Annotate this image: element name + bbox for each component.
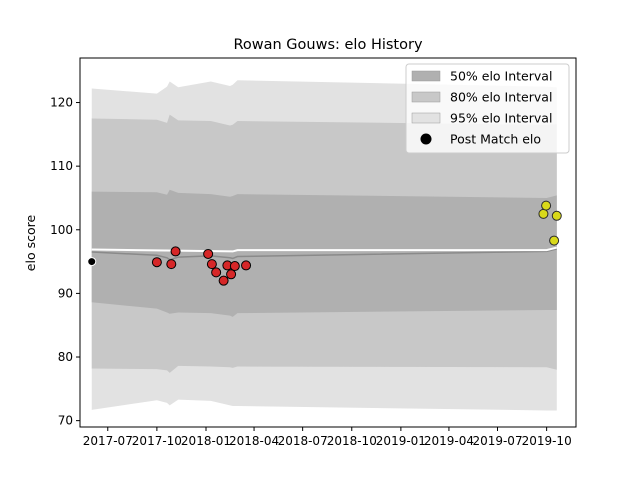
data-point (549, 235, 560, 246)
x-tick-label: 2019-10 (522, 434, 572, 448)
data-point (151, 257, 162, 268)
legend-swatch (411, 91, 441, 103)
legend-box (405, 63, 570, 154)
legend-marker (420, 133, 432, 145)
legend-swatch (411, 70, 441, 82)
x-tick-label: 2018-01 (181, 434, 231, 448)
data-point (229, 261, 240, 272)
data-point (170, 246, 181, 257)
data-point (166, 259, 177, 270)
x-tick-label: 2018-07 (278, 434, 328, 448)
white-line (91, 246, 558, 253)
data-point (551, 210, 562, 221)
legend-swatch (411, 112, 441, 124)
x-tick-label: 2019-04 (424, 434, 474, 448)
plot-frame (79, 57, 577, 428)
data-point (218, 275, 229, 286)
y-tick-label: 120 (50, 96, 73, 110)
x-tick-label: 2018-04 (229, 434, 279, 448)
y-tick-label: 70 (58, 414, 73, 428)
y-tick-label: 100 (50, 223, 73, 237)
data-point (203, 248, 214, 259)
y-axis-label: elo score (23, 215, 38, 272)
data-point (87, 257, 97, 267)
legend-label: 95% elo Interval (450, 111, 552, 126)
data-point (206, 259, 217, 270)
x-tick-label: 2019-01 (376, 434, 426, 448)
data-point (541, 200, 552, 211)
legend-label: 50% elo Interval (450, 69, 552, 84)
data-point (226, 269, 237, 280)
x-tick-label: 2017-10 (132, 434, 182, 448)
data-point (538, 208, 549, 219)
legend-label: Post Match elo (450, 132, 541, 147)
chart-title: Rowan Gouws: elo History (233, 37, 422, 53)
y-tick-label: 90 (58, 286, 73, 300)
data-point (241, 260, 252, 271)
legend: 50% elo Interval 80% elo Interval 95% elo … (405, 63, 570, 154)
band-50 (91, 189, 557, 317)
data-point (211, 267, 222, 278)
data-points (87, 200, 562, 286)
y-tick-label: 110 (50, 159, 73, 173)
x-tick-label: 2018-10 (327, 434, 377, 448)
interval-bands (91, 80, 557, 411)
y-tick-label: 80 (58, 350, 73, 364)
axes: 7080901001101202017-072017-102018-012018… (50, 57, 577, 448)
x-tick-label: 2019-07 (472, 434, 522, 448)
x-tick-label: 2017-07 (83, 434, 133, 448)
legend-label: 80% elo Interval (450, 90, 552, 105)
